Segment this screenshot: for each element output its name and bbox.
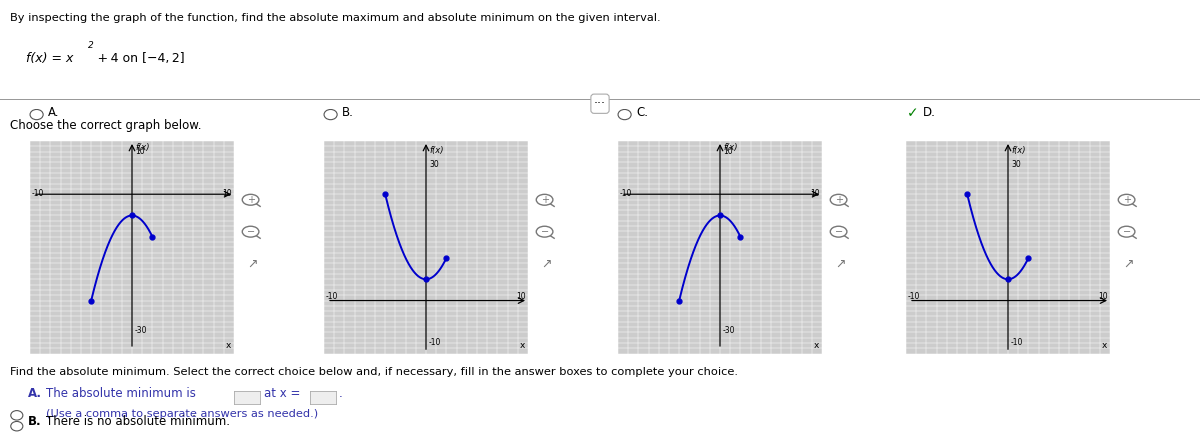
Text: x: x	[520, 341, 524, 350]
Text: 10: 10	[222, 190, 232, 198]
Text: -10: -10	[326, 292, 338, 300]
Text: Find the absolute minimum. Select the correct choice below and, if necessary, fi: Find the absolute minimum. Select the co…	[10, 367, 738, 377]
Text: -10: -10	[620, 190, 632, 198]
Text: ↗: ↗	[835, 258, 846, 271]
Text: D.: D.	[923, 106, 936, 119]
Text: There is no absolute minimum.: There is no absolute minimum.	[46, 415, 229, 428]
Text: x: x	[1102, 341, 1106, 350]
Text: 10: 10	[516, 292, 526, 300]
Text: +: +	[834, 195, 842, 205]
Text: A.: A.	[48, 106, 60, 119]
Text: -30: -30	[136, 326, 148, 335]
Text: −: −	[540, 227, 548, 237]
Text: B.: B.	[28, 415, 41, 428]
Text: f(x) = x: f(x) = x	[26, 52, 73, 65]
Text: −: −	[834, 227, 842, 237]
Text: -10: -10	[32, 190, 44, 198]
Text: 30: 30	[1012, 160, 1021, 169]
Text: x: x	[814, 341, 818, 350]
Text: +: +	[540, 195, 548, 205]
Text: x: x	[226, 341, 230, 350]
Text: The absolute minimum is: The absolute minimum is	[46, 387, 196, 400]
Text: f(x): f(x)	[1012, 146, 1026, 155]
Text: + 4 on [−4, 2]: + 4 on [−4, 2]	[95, 52, 185, 65]
Text: .: .	[338, 387, 342, 400]
Text: A.: A.	[28, 387, 42, 400]
Text: f(x): f(x)	[724, 143, 738, 151]
Text: ↗: ↗	[247, 258, 258, 271]
Text: By inspecting the graph of the function, find the absolute maximum and absolute : By inspecting the graph of the function,…	[10, 13, 660, 23]
Text: -10: -10	[430, 339, 442, 347]
Text: -10: -10	[1012, 339, 1024, 347]
Text: -10: -10	[908, 292, 920, 300]
Text: 2: 2	[88, 41, 94, 50]
Text: 30: 30	[430, 160, 439, 169]
Text: +: +	[246, 195, 254, 205]
Text: Choose the correct graph below.: Choose the correct graph below.	[10, 119, 202, 132]
Text: B.: B.	[342, 106, 354, 119]
Text: at x =: at x =	[264, 387, 300, 400]
Text: 10: 10	[1098, 292, 1108, 300]
Text: 10: 10	[136, 148, 145, 156]
Text: −: −	[246, 227, 254, 237]
Text: f(x): f(x)	[430, 146, 444, 155]
Text: f(x): f(x)	[136, 143, 150, 151]
Text: ↗: ↗	[1123, 258, 1134, 271]
Text: 10: 10	[810, 190, 820, 198]
Text: 10: 10	[724, 148, 733, 156]
Text: +: +	[1122, 195, 1130, 205]
Text: C.: C.	[636, 106, 648, 119]
Text: (Use a comma to separate answers as needed.): (Use a comma to separate answers as need…	[46, 409, 318, 419]
Text: ↗: ↗	[541, 258, 552, 271]
Text: -30: -30	[724, 326, 736, 335]
Text: −: −	[1122, 227, 1130, 237]
Text: ···: ···	[594, 97, 606, 110]
Text: ✓: ✓	[907, 106, 919, 120]
